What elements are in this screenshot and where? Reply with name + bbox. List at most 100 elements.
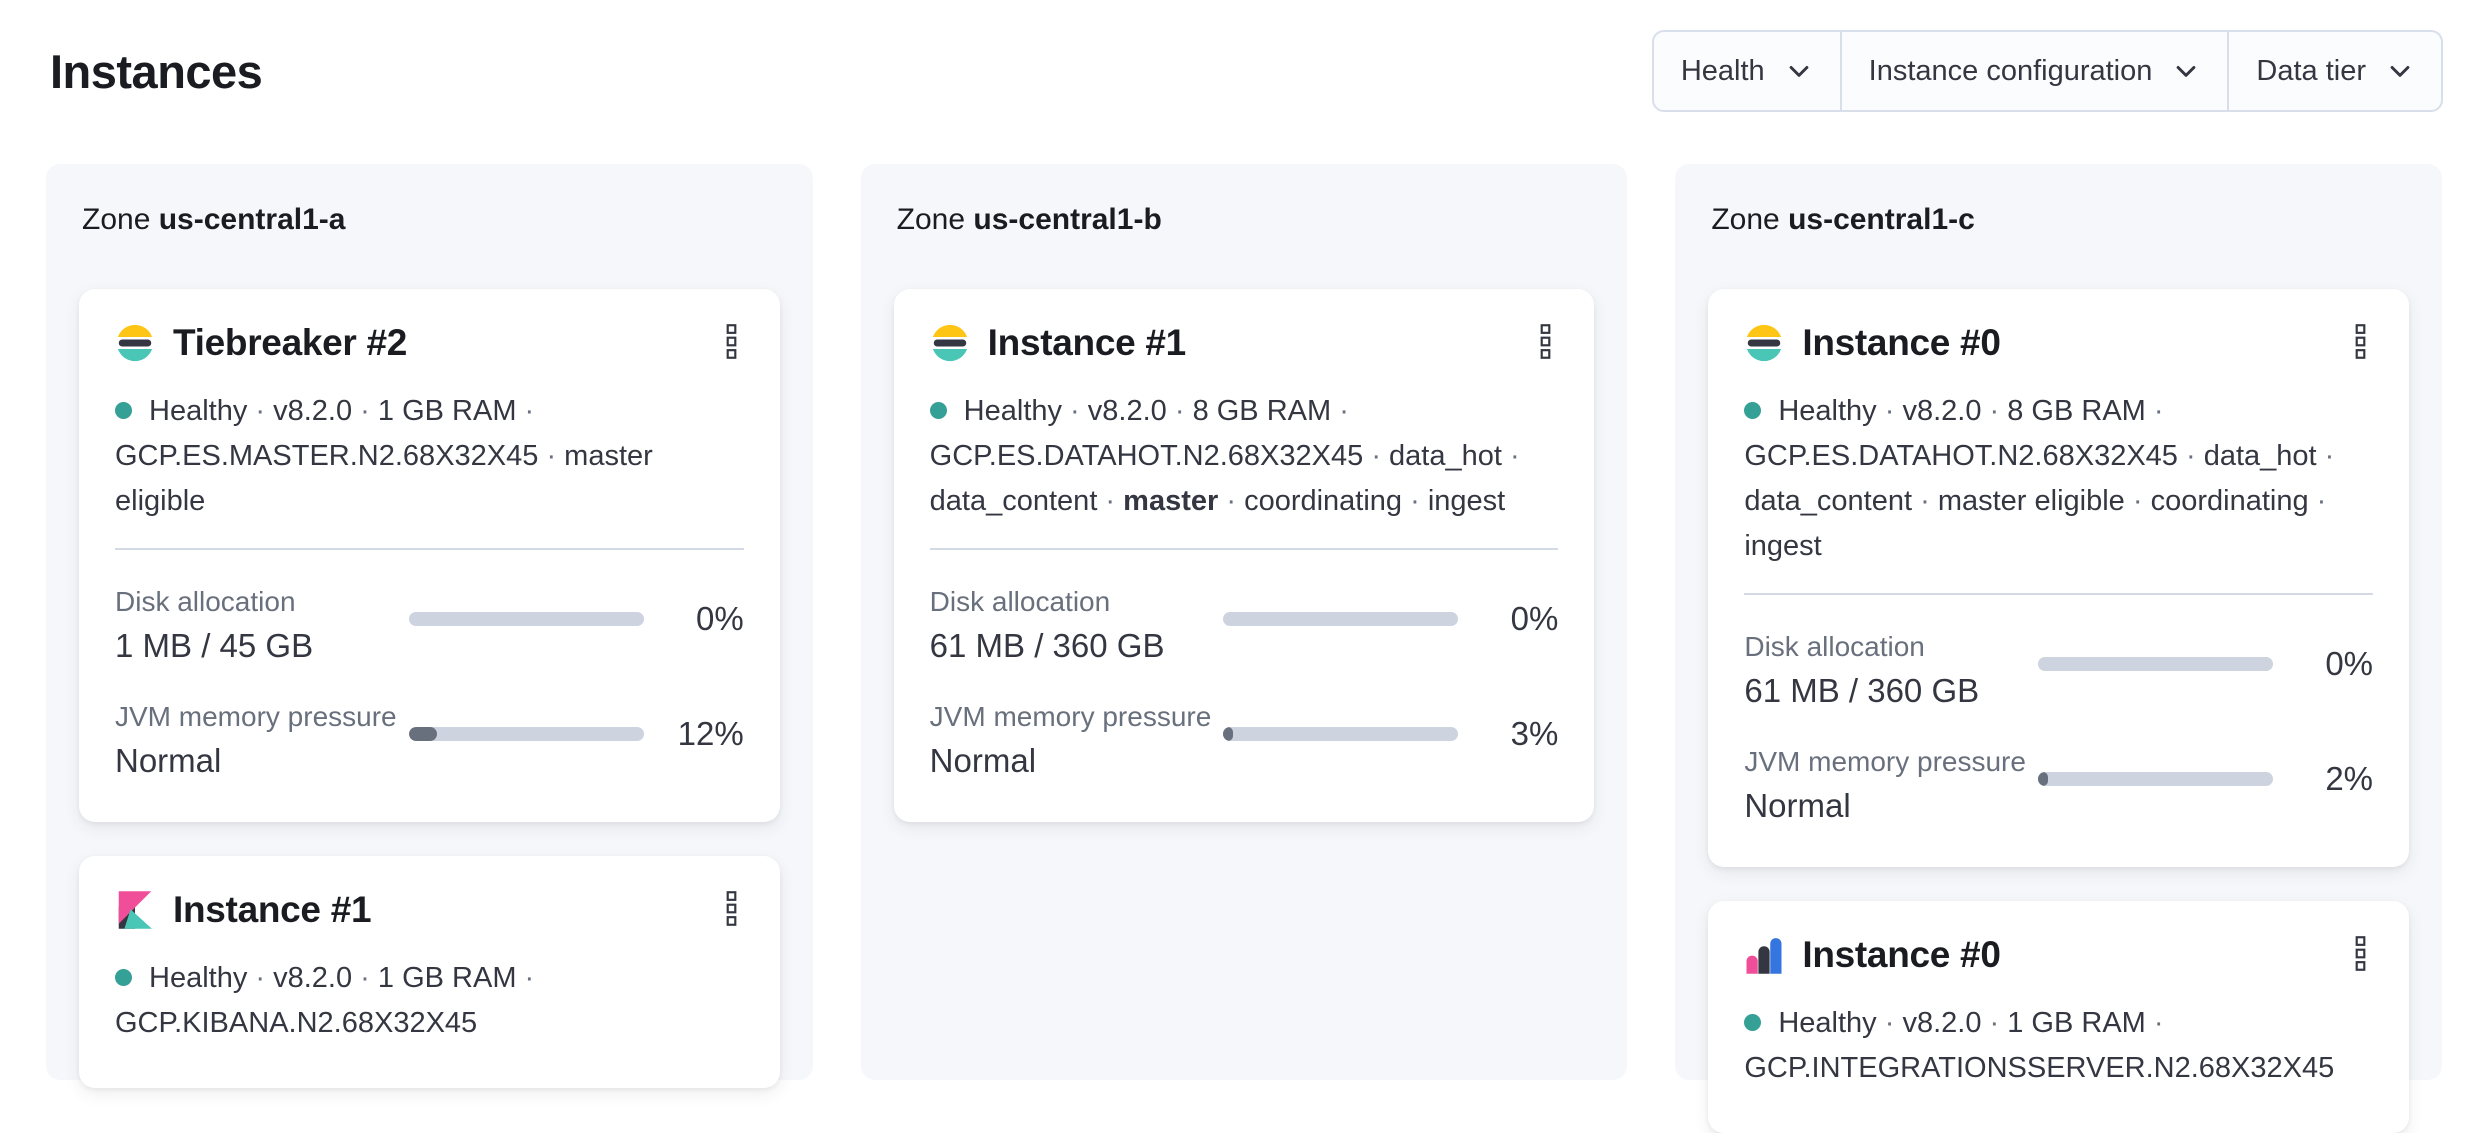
- filter-instance-configuration-button[interactable]: Instance configuration: [1839, 32, 2228, 110]
- instance-title: Instance #1: [987, 322, 1187, 363]
- metric-row: Disk allocation 1 MB / 45 GB 0%: [115, 586, 744, 665]
- metric-value: 61 MB / 360 GB: [1744, 671, 1980, 709]
- health-status-dot: [929, 402, 947, 419]
- zone-name: us-central1-a: [158, 203, 346, 236]
- instance-meta: Healthy · v8.2.0 · 1 GB RAM · GCP.ES.MAST…: [115, 389, 744, 524]
- instance-meta-line: Healthy · v8.2.0 · 1 GB RAM ·: [115, 389, 744, 434]
- zones-row: Zone us-central1-a Tiebreaker #2 Healthy…: [46, 164, 2443, 1133]
- boxes-vertical-icon: [2355, 935, 2366, 971]
- instance-card-header: Tiebreaker #2: [115, 321, 744, 365]
- filter-data-tier-button[interactable]: Data tier: [2227, 32, 2441, 110]
- instance-card-header: Instance #1: [115, 888, 744, 932]
- elasticsearch-logo-icon: [115, 323, 155, 363]
- instance-metrics: Disk allocation 61 MB / 360 GB 0% JVM me…: [930, 586, 1559, 780]
- metric-label: JVM memory pressure: [1744, 745, 2026, 777]
- instance-meta-line: GCP.ES.MASTER.N2.68X32X45 · master eligi…: [115, 439, 653, 517]
- filter-group: Health Instance configuration Data tier: [1651, 30, 2443, 112]
- card-divider: [115, 547, 744, 550]
- zone-cards: Tiebreaker #2 Healthy · v8.2.0 · 1 GB RA…: [79, 289, 780, 1088]
- instance-card: Instance #0 Healthy · v8.2.0 · 8 GB RAM …: [1708, 289, 2410, 867]
- zone-name: us-central1-c: [1788, 203, 1975, 236]
- page-title: Instances: [50, 44, 263, 98]
- metric-progress-bar: [1223, 727, 1459, 742]
- metric-row: Disk allocation 61 MB / 360 GB 0%: [1744, 631, 2373, 710]
- metric-value: Normal: [115, 741, 222, 779]
- zone-prefix: Zone: [896, 203, 974, 236]
- zone-cards: Instance #1 Healthy · v8.2.0 · 8 GB RAM …: [893, 289, 1595, 822]
- metric-value: Normal: [929, 741, 1037, 779]
- metric-value: 1 MB / 45 GB: [115, 626, 314, 664]
- page-header: Instances Health Instance configuration …: [50, 30, 2443, 112]
- instance-card: Instance #1 Healthy · v8.2.0 · 1 GB RAM …: [79, 855, 780, 1088]
- instance-menu-button[interactable]: [721, 321, 742, 365]
- zone-prefix: Zone: [82, 203, 159, 236]
- metric-row: JVM memory pressure Normal 12%: [115, 701, 744, 780]
- metric-percent: 0%: [2325, 645, 2374, 683]
- chevron-down-icon: [2177, 66, 2196, 77]
- instance-meta-line: GCP.KIBANA.N2.68X32X45: [115, 1006, 478, 1039]
- instance-card-header: Instance #0: [1744, 321, 2373, 365]
- instance-meta-line: data_content · master eligible · coordin…: [1744, 484, 2327, 562]
- metric-value: 61 MB / 360 GB: [929, 626, 1165, 664]
- zone-label: Zone us-central1-c: [1711, 203, 2409, 237]
- instance-card-header: Instance #0: [1744, 933, 2373, 977]
- instance-title: Tiebreaker #2: [173, 322, 408, 363]
- metric-text: JVM memory pressure Normal: [1744, 746, 2038, 825]
- metric-percent: 0%: [1510, 600, 1559, 638]
- boxes-vertical-icon: [1540, 324, 1551, 359]
- card-divider: [1744, 592, 2374, 595]
- metric-progress-bar: [2038, 772, 2274, 787]
- filter-health-label: Health: [1680, 54, 1765, 87]
- health-status-dot: [1744, 1013, 1762, 1031]
- instance-meta: Healthy · v8.2.0 · 8 GB RAM · GCP.ES.DATA…: [1744, 389, 2373, 569]
- metric-progress-fill: [1223, 727, 1234, 742]
- instance-title: Instance #0: [1802, 933, 2001, 975]
- metric-label: Disk allocation: [929, 585, 1111, 617]
- health-status-dot: [115, 402, 132, 419]
- elasticsearch-logo-icon: [930, 323, 970, 363]
- zone-cards: Instance #0 Healthy · v8.2.0 · 8 GB RAM …: [1708, 289, 2410, 1133]
- metric-percent: 12%: [677, 715, 744, 753]
- filter-instance-configuration-label: Instance configuration: [1868, 54, 2153, 87]
- metric-row: JVM memory pressure Normal 3%: [930, 701, 1559, 780]
- metric-progress-fill: [2038, 772, 2049, 787]
- card-divider: [929, 547, 1559, 550]
- metric-text: Disk allocation 1 MB / 45 GB: [115, 586, 409, 665]
- boxes-vertical-icon: [726, 324, 737, 359]
- instance-meta-line: GCP.ES.DATAHOT.N2.68X32X45 · data_hot ·: [1744, 439, 2335, 472]
- instance-menu-button[interactable]: [721, 888, 742, 932]
- instance-meta-line: Healthy · v8.2.0 · 1 GB RAM ·: [115, 956, 744, 1001]
- instance-menu-button[interactable]: [1535, 321, 1556, 365]
- instance-meta-line: Healthy · v8.2.0 · 1 GB RAM ·: [1744, 1001, 2373, 1046]
- metric-progress-bar: [408, 612, 644, 627]
- metric-progress-bar: [1223, 612, 1459, 627]
- boxes-vertical-icon: [2355, 324, 2366, 359]
- metric-value: Normal: [1744, 786, 1851, 824]
- filter-health-button[interactable]: Health: [1654, 32, 1840, 110]
- instance-menu-button[interactable]: [2350, 321, 2371, 365]
- instance-meta-line: GCP.INTEGRATIONSSERVER.N2.68X32X45: [1744, 1051, 2335, 1084]
- instance-title: Instance #1: [173, 888, 372, 930]
- zone-label: Zone us-central1-b: [897, 203, 1595, 237]
- instance-card: Instance #1 Healthy · v8.2.0 · 8 GB RAM …: [893, 289, 1595, 822]
- instance-card-header: Instance #1: [930, 321, 1559, 365]
- elasticsearch-logo-icon: [1744, 323, 1784, 363]
- metric-row: Disk allocation 61 MB / 360 GB 0%: [930, 586, 1559, 665]
- instance-meta: Healthy · v8.2.0 · 8 GB RAM · GCP.ES.DATA…: [929, 389, 1559, 524]
- metric-percent: 0%: [695, 600, 744, 638]
- instance-meta-line: data_content · master · coordinating · i…: [929, 484, 1506, 517]
- metric-text: Disk allocation 61 MB / 360 GB: [1744, 631, 2038, 710]
- health-status-dot: [115, 968, 132, 986]
- chevron-down-icon: [1789, 66, 1809, 77]
- metric-text: Disk allocation 61 MB / 360 GB: [930, 586, 1224, 665]
- filter-data-tier-label: Data tier: [2256, 54, 2366, 87]
- metric-percent: 3%: [1510, 715, 1559, 753]
- boxes-vertical-icon: [726, 890, 737, 926]
- chevron-down-icon: [2390, 66, 2410, 77]
- instance-meta: Healthy · v8.2.0 · 1 GB RAM · GCP.KIBANA.…: [115, 956, 744, 1046]
- instance-menu-button[interactable]: [2350, 933, 2371, 977]
- instance-meta: Healthy · v8.2.0 · 1 GB RAM · GCP.INTEGRA…: [1744, 1001, 2373, 1091]
- zone-panel: Zone us-central1-b Instance #1 Healthy ·…: [860, 164, 1628, 1080]
- metric-progress-fill: [408, 727, 437, 742]
- metric-progress-bar: [2038, 657, 2274, 672]
